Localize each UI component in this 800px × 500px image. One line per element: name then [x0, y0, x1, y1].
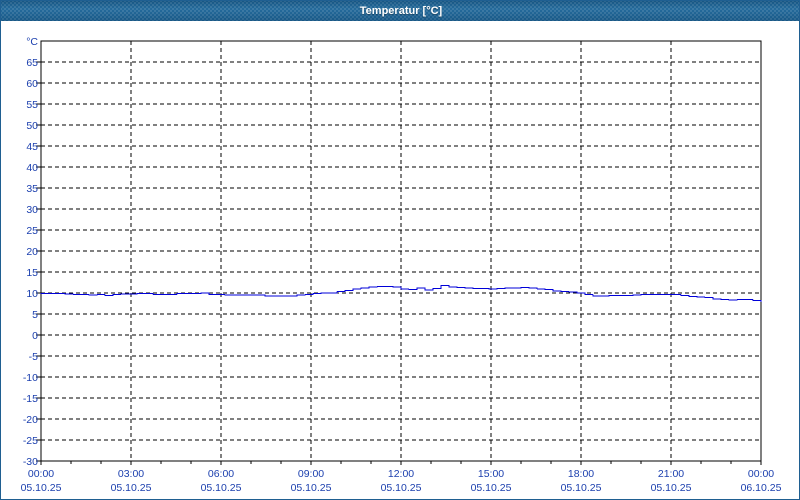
svg-text:21:00: 21:00	[658, 468, 684, 480]
svg-text:55: 55	[26, 99, 38, 111]
svg-text:25: 25	[26, 225, 38, 237]
svg-text:-20: -20	[23, 414, 38, 426]
svg-text:65: 65	[26, 57, 38, 69]
svg-text:10: 10	[26, 288, 38, 300]
svg-text:05.10.25: 05.10.25	[471, 482, 512, 494]
svg-text:30: 30	[26, 204, 38, 216]
svg-text:50: 50	[26, 120, 38, 132]
svg-text:40: 40	[26, 162, 38, 174]
svg-text:05.10.25: 05.10.25	[561, 482, 602, 494]
svg-text:°C: °C	[26, 36, 38, 48]
svg-text:05.10.25: 05.10.25	[651, 482, 692, 494]
svg-text:35: 35	[26, 183, 38, 195]
svg-text:06.10.25: 06.10.25	[741, 482, 782, 494]
svg-text:05.10.25: 05.10.25	[201, 482, 242, 494]
svg-text:12:00: 12:00	[388, 468, 414, 480]
svg-text:06:00: 06:00	[208, 468, 234, 480]
svg-text:15:00: 15:00	[478, 468, 504, 480]
svg-text:09:00: 09:00	[298, 468, 324, 480]
svg-text:5: 5	[32, 309, 38, 321]
svg-text:18:00: 18:00	[568, 468, 594, 480]
svg-text:03:00: 03:00	[118, 468, 144, 480]
svg-text:00:00: 00:00	[748, 468, 774, 480]
svg-text:20: 20	[26, 246, 38, 258]
svg-text:-15: -15	[23, 393, 38, 405]
svg-text:05.10.25: 05.10.25	[381, 482, 422, 494]
svg-text:05.10.25: 05.10.25	[111, 482, 152, 494]
svg-text:05.10.25: 05.10.25	[291, 482, 332, 494]
svg-text:0: 0	[32, 330, 38, 342]
svg-text:60: 60	[26, 78, 38, 90]
svg-text:-25: -25	[23, 435, 38, 447]
svg-text:-10: -10	[23, 372, 38, 384]
svg-text:-5: -5	[29, 351, 38, 363]
svg-text:45: 45	[26, 141, 38, 153]
svg-text:00:00: 00:00	[28, 468, 54, 480]
svg-text:05.10.25: 05.10.25	[21, 482, 62, 494]
svg-text:15: 15	[26, 267, 38, 279]
svg-text:-30: -30	[23, 456, 38, 468]
